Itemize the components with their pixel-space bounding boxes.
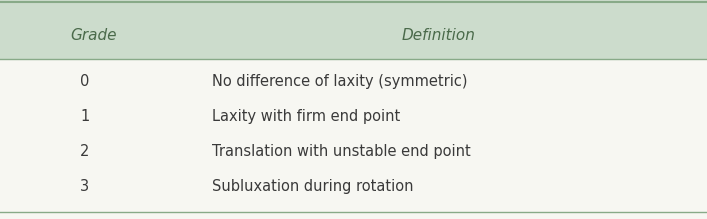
Text: Subluxation during rotation: Subluxation during rotation [212, 179, 414, 194]
Text: 0: 0 [80, 74, 90, 88]
Text: No difference of laxity (symmetric): No difference of laxity (symmetric) [212, 74, 467, 88]
FancyBboxPatch shape [0, 0, 707, 59]
Text: 1: 1 [80, 109, 90, 124]
Text: Definition: Definition [402, 28, 475, 42]
Text: Translation with unstable end point: Translation with unstable end point [212, 144, 471, 159]
Text: 2: 2 [80, 144, 90, 159]
Text: 3: 3 [81, 179, 89, 194]
Text: Laxity with firm end point: Laxity with firm end point [212, 109, 400, 124]
Text: Grade: Grade [71, 28, 117, 42]
